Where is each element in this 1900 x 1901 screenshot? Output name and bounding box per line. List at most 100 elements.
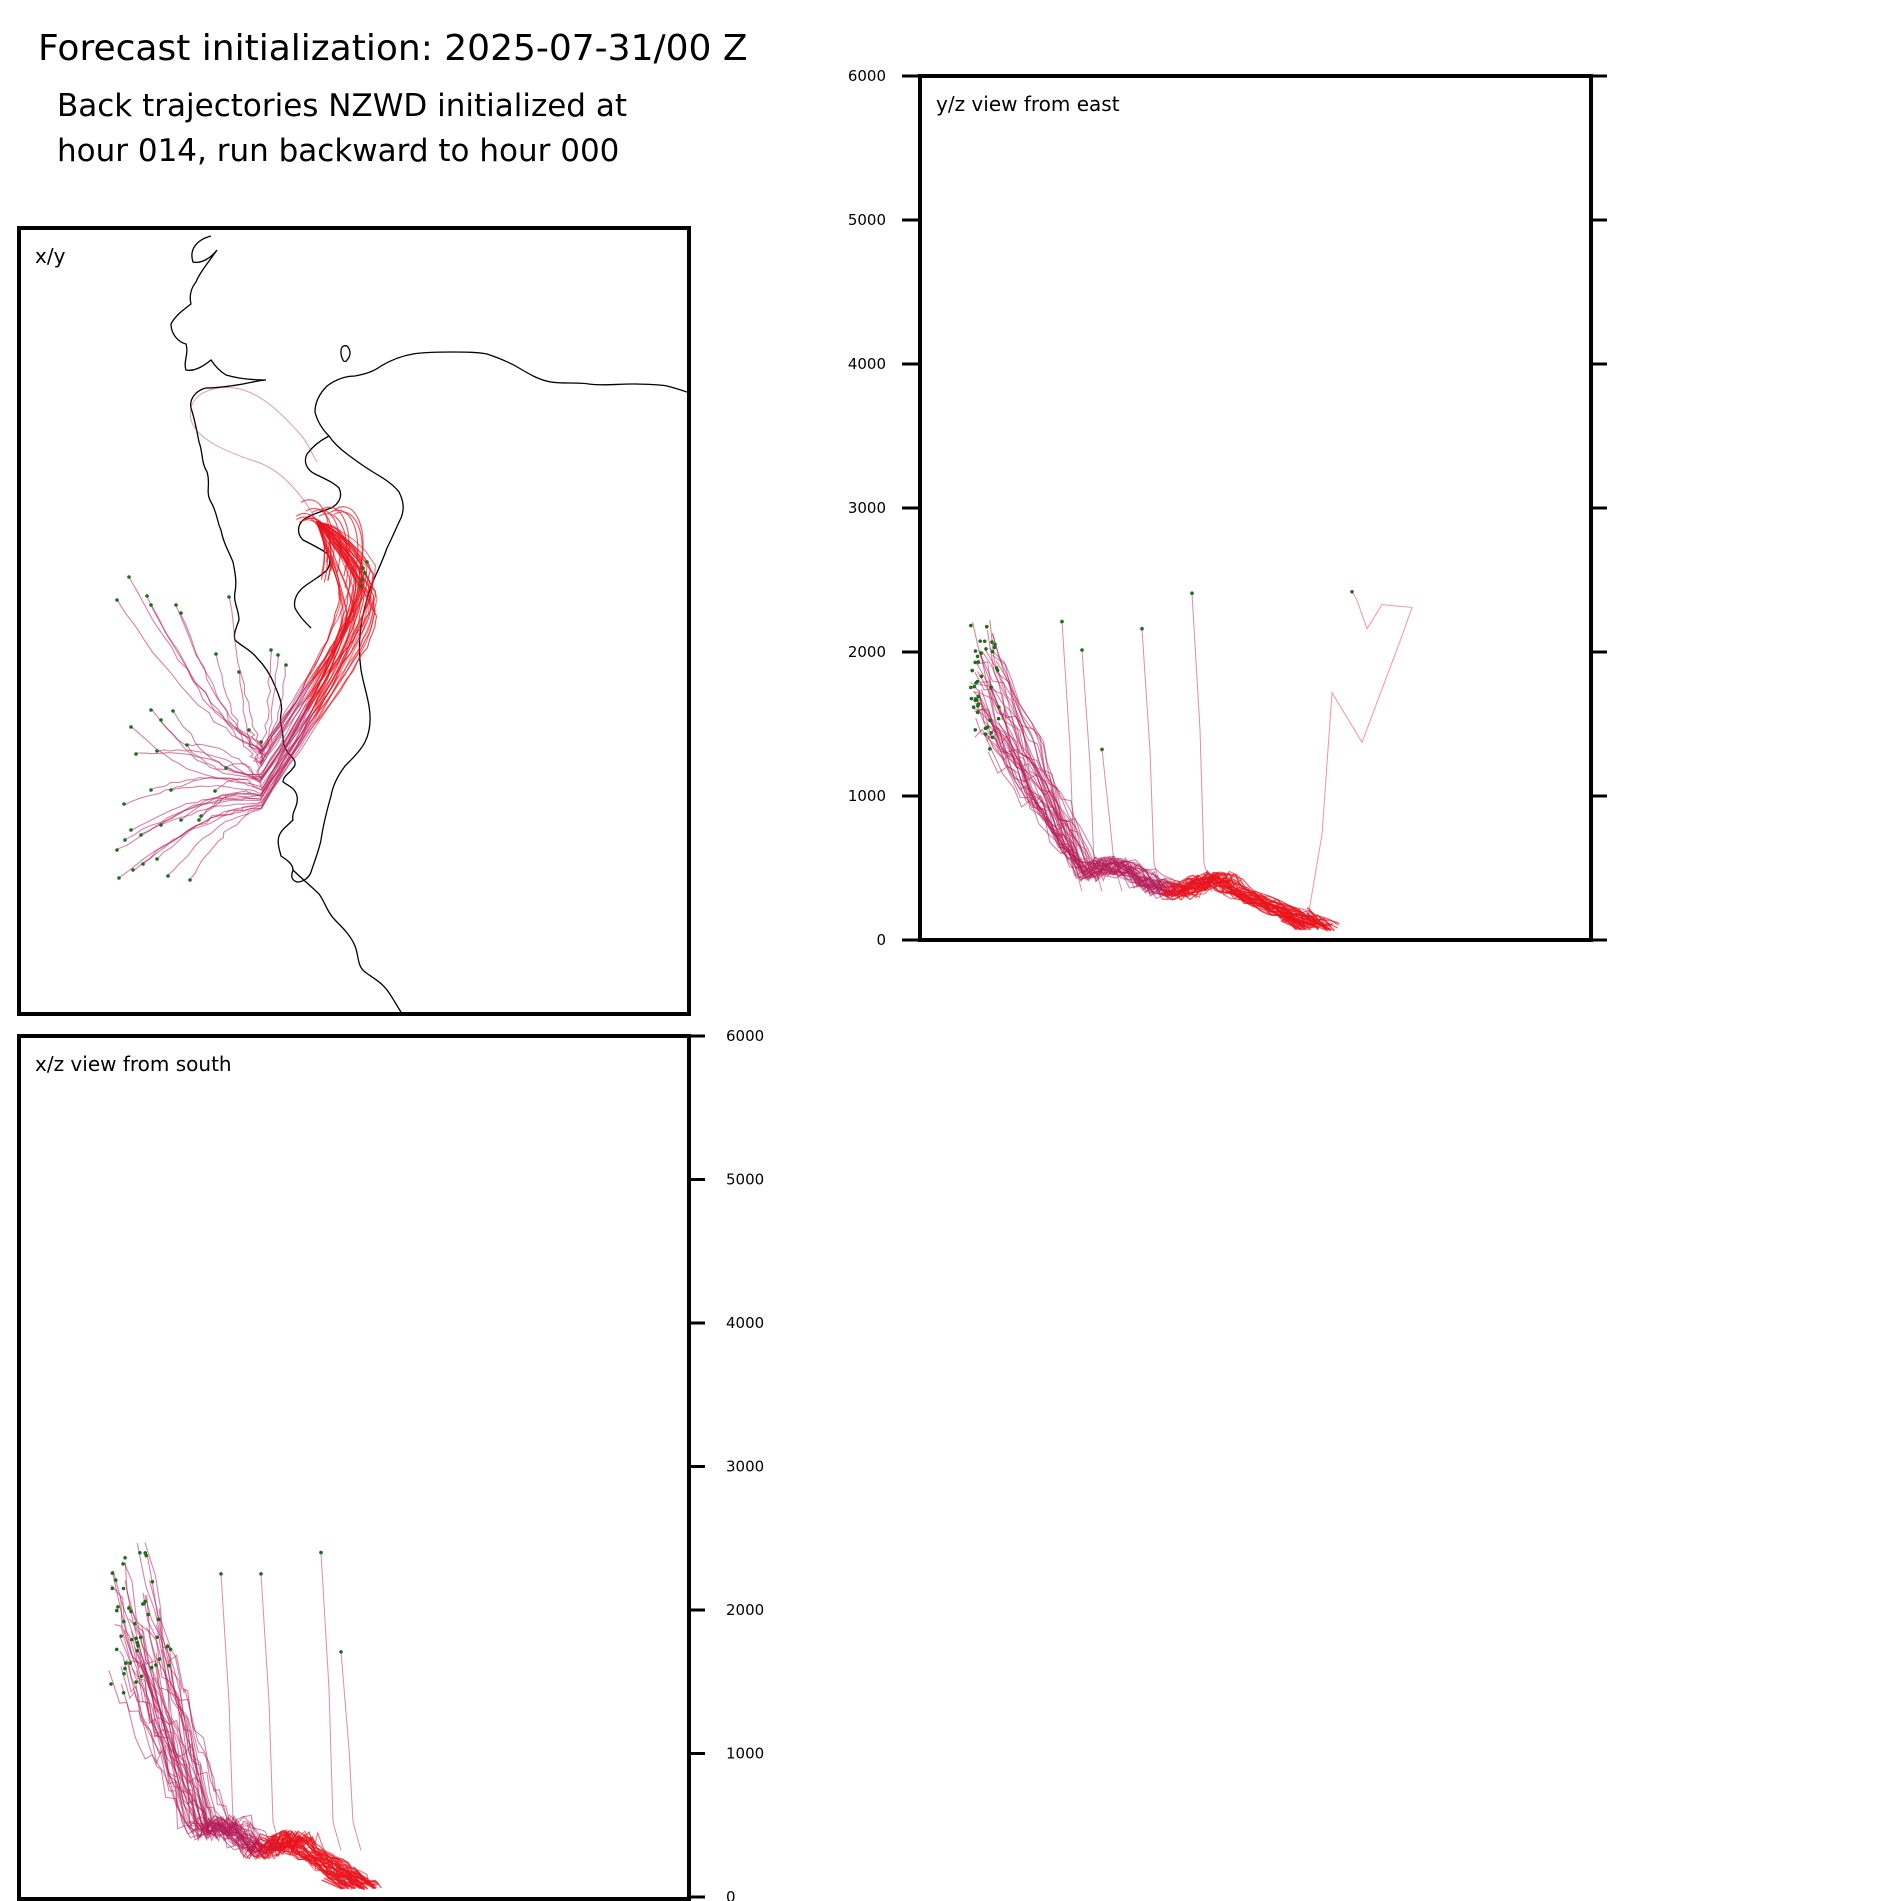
- trajectory-start-marker: [165, 1644, 170, 1649]
- trajectory-start-marker: [155, 857, 159, 861]
- yz-plot: [969, 589, 1413, 932]
- coastline: [170, 235, 687, 1012]
- trajectory-start-marker: [984, 647, 988, 651]
- yz-panel-label: y/z view from east: [936, 92, 1120, 116]
- trajectory-start-marker: [121, 1690, 126, 1695]
- trajectory-start-marker: [122, 1671, 126, 1676]
- trajectory-start-marker: [115, 598, 119, 602]
- trajectory-line-release: [320, 506, 350, 570]
- trajectory-line-recent: [310, 521, 364, 713]
- trajectory-line-release: [300, 499, 330, 563]
- trajectory-start-marker: [975, 710, 980, 715]
- trajectory-start-marker: [117, 876, 121, 880]
- trajectory-line-release: [1297, 908, 1319, 931]
- y-tick-label: 6000: [726, 1027, 764, 1045]
- trajectory-line-old: [160, 709, 307, 825]
- trajectory-start-marker: [990, 735, 995, 740]
- trajectory-start-marker: [179, 611, 183, 615]
- trajectory-start-marker: [174, 603, 178, 607]
- trajectory-line-old: [199, 708, 318, 820]
- trajectory-start-marker: [138, 1635, 143, 1640]
- trajectory-line-release: [334, 1876, 356, 1890]
- trajectory-line-release: [347, 1869, 369, 1890]
- xy-trajectories: [115, 386, 378, 880]
- trajectory-line-spike: [1081, 649, 1103, 892]
- trajectory-start-marker: [1140, 626, 1144, 631]
- trajectory-start-marker: [127, 575, 131, 579]
- trajectory-start-marker: [121, 1562, 125, 1566]
- trajectory-start-marker: [199, 814, 203, 818]
- trajectory-start-marker: [997, 705, 1001, 709]
- trajectory-line-old: [258, 665, 309, 766]
- trajectory-line-old: [166, 722, 316, 877]
- y-tick-label: 0: [726, 1888, 736, 1901]
- trajectory-start-marker: [139, 833, 143, 837]
- trajectory-start-marker: [168, 1647, 173, 1652]
- trajectory-start-marker: [188, 878, 192, 882]
- trajectory-start-marker: [969, 623, 973, 628]
- trajectory-line-recent: [1172, 872, 1336, 932]
- trajectory-start-marker: [185, 743, 189, 747]
- xy-map-plot: [115, 235, 687, 1012]
- trajectory-start-marker: [975, 654, 980, 659]
- xz-plot: [108, 1542, 382, 1891]
- trajectory-start-marker: [978, 639, 982, 643]
- trajectory-start-marker: [134, 752, 138, 756]
- trajectory-start-marker: [361, 566, 365, 570]
- trajectory-line-release: [1280, 920, 1302, 931]
- trajectory-line-old: [175, 605, 315, 755]
- trajectory-line-old: [140, 716, 312, 835]
- trajectory-line-old: [142, 1663, 266, 1860]
- xz-panel-label: x/z view from south: [35, 1052, 232, 1076]
- trajectory-start-marker: [974, 698, 979, 702]
- trajectory-line-recent: [316, 521, 378, 719]
- trajectory-start-marker: [169, 788, 173, 792]
- trajectory-line-release: [1279, 912, 1301, 931]
- trajectory-start-marker: [259, 1572, 263, 1576]
- trajectory-line-old: [189, 728, 305, 880]
- trajectory-line-old: [167, 1654, 277, 1849]
- y-tick-label: 1000: [726, 1745, 764, 1763]
- chart-subtitle-line2: hour 014, run backward to hour 000: [57, 133, 620, 169]
- trajectory-line-release: [329, 509, 359, 573]
- trajectory-line-old: [979, 650, 1164, 896]
- trajectory-start-marker: [984, 624, 989, 629]
- trajectory-start-marker: [979, 674, 984, 679]
- trajectory-line-old: [228, 597, 310, 753]
- trajectory-start-marker: [992, 645, 997, 650]
- trajectory-start-marker: [109, 1682, 113, 1686]
- trajectory-start-marker: [114, 1608, 119, 1613]
- trajectory-line-recent: [240, 1833, 345, 1885]
- trajectory-start-marker: [976, 660, 981, 664]
- trajectory-line-excursion: [189, 386, 318, 523]
- coastline-south: [292, 869, 402, 1012]
- yz-trajectories: [970, 591, 1413, 932]
- trajectory-start-marker: [988, 718, 992, 723]
- trajectory-start-marker: [133, 1621, 137, 1626]
- trajectory-start-marker: [110, 1586, 115, 1591]
- yz-y-axis: 0 1000 2000 3000 4000 5000 6000: [848, 67, 918, 949]
- xz-y-axis: 0 1000 2000 3000 4000 5000 6000: [687, 1027, 764, 1901]
- trajectory-line-spike: [1141, 628, 1163, 892]
- trajectory-start-marker: [989, 730, 994, 735]
- trajectory-start-marker: [990, 649, 995, 654]
- trajectory-line-old: [986, 629, 1162, 895]
- trajectory-line-old: [130, 718, 319, 831]
- trajectory-start-marker: [982, 639, 987, 644]
- trajectory-start-marker: [988, 747, 992, 751]
- trajectory-line-old: [992, 633, 1180, 895]
- trajectory-line-old: [134, 1627, 267, 1851]
- trajectory-start-marker: [149, 788, 153, 792]
- trajectory-line-spike: [1061, 621, 1083, 892]
- coastline-inner-bay: [293, 435, 342, 629]
- trajectory-line-release: [1290, 915, 1312, 931]
- y-tick-label: 4000: [726, 1314, 764, 1332]
- trajectory-line-recent: [315, 521, 374, 716]
- trajectory-line-spike: [1101, 749, 1123, 892]
- trajectory-start-marker: [129, 1609, 133, 1614]
- trajectory-start-marker: [276, 653, 280, 657]
- trajectory-start-marker: [113, 1578, 118, 1582]
- trajectory-start-marker: [1080, 648, 1084, 652]
- y-tick-label: 2000: [726, 1601, 764, 1619]
- trajectory-start-marker: [121, 1586, 126, 1591]
